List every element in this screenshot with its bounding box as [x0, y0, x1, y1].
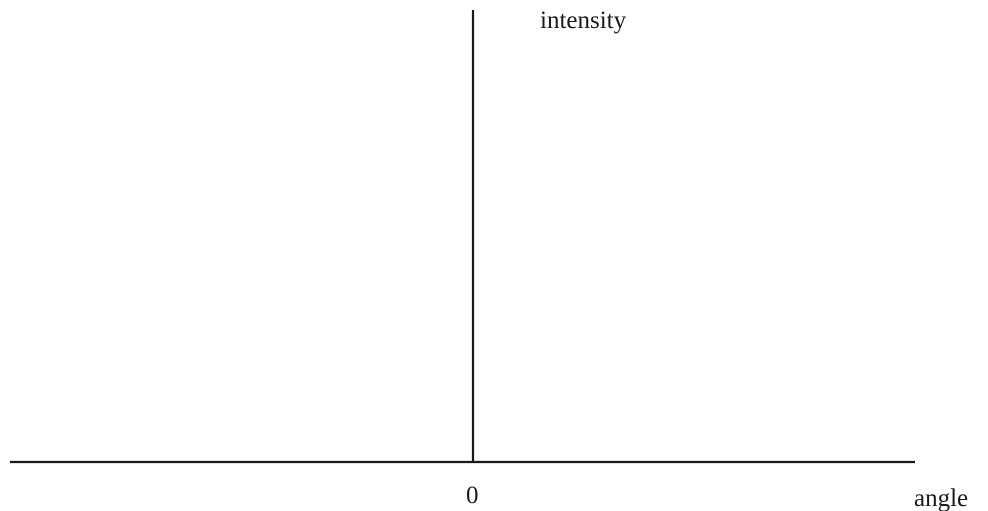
origin-label: 0	[466, 482, 479, 509]
y-axis-label: intensity	[540, 7, 627, 34]
x-axis-label: angle	[914, 485, 968, 511]
